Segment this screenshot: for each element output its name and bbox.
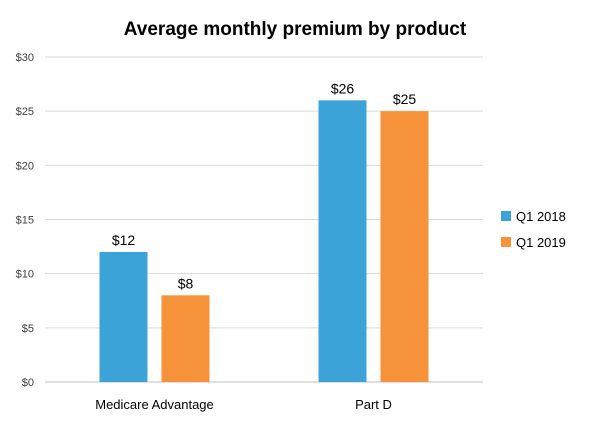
y-tick-label: $15	[16, 215, 34, 227]
y-axis-ticks: $0 $5 $10 $15 $20 $25 $30	[16, 52, 34, 389]
y-tick-label: $20	[16, 160, 34, 172]
bar-q1-2018-part-d	[318, 100, 367, 382]
bars	[99, 100, 429, 383]
bar-q1-2018-medicare-advantage	[99, 252, 148, 382]
y-tick-label: $5	[22, 323, 34, 335]
data-label: $26	[331, 80, 355, 96]
x-axis-ticks: Medicare Advantage Part D	[95, 397, 392, 412]
data-label: $8	[178, 275, 194, 291]
data-label: $12	[112, 232, 136, 248]
bar-q1-2019-medicare-advantage	[161, 295, 210, 382]
y-tick-label: $10	[16, 269, 34, 281]
data-label: $25	[393, 91, 417, 107]
y-tick-label: $25	[16, 106, 34, 118]
legend: Q1 2018 Q1 2019	[501, 209, 566, 250]
x-tick-label: Medicare Advantage	[95, 397, 214, 412]
y-tick-label: $30	[16, 52, 34, 64]
bar-q1-2019-part-d	[380, 111, 429, 383]
chart-title: Average monthly premium by product	[124, 19, 467, 40]
legend-label-q1-2019: Q1 2019	[516, 235, 566, 250]
x-tick-label: Part D	[355, 397, 392, 412]
legend-swatch-q1-2018	[501, 211, 511, 221]
data-labels: $12 $8 $26 $25	[112, 80, 417, 291]
y-tick-label: $0	[22, 377, 34, 389]
legend-swatch-q1-2019	[501, 237, 511, 247]
legend-label-q1-2018: Q1 2018	[516, 209, 566, 224]
